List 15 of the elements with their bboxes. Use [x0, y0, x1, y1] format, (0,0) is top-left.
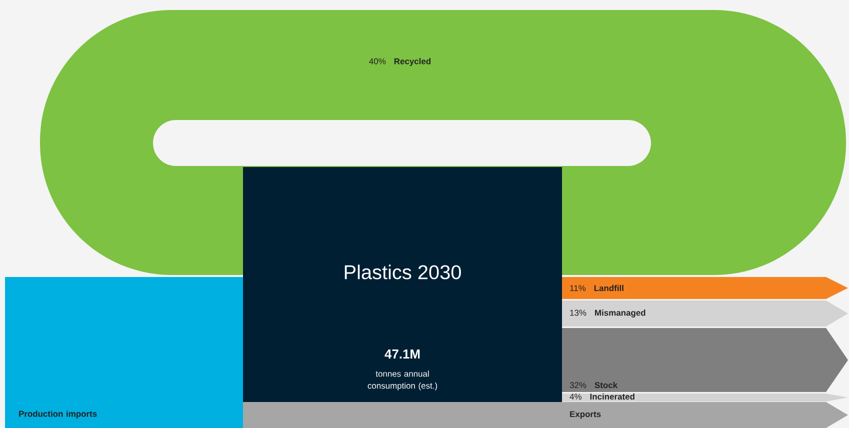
data-label: 32% [570, 382, 586, 388]
category-label: Stock [594, 382, 618, 388]
category-label: Recycled [394, 58, 431, 66]
category-label: Incinerated [590, 393, 634, 400]
category-label: Exports [570, 411, 601, 419]
category-label: Landfill [594, 284, 624, 292]
data-label: 4% [570, 394, 582, 400]
category-label: Mismanaged [595, 310, 646, 318]
text: Plastics 2030 [344, 264, 461, 280]
text: tonnes annual consumption (est.) [368, 370, 438, 390]
data-label: 13% [570, 310, 586, 316]
data-label: 40% [369, 58, 386, 64]
data-label: 11% [570, 285, 586, 292]
text: 47.1M [384, 350, 420, 358]
category-label: Production imports [19, 410, 97, 418]
